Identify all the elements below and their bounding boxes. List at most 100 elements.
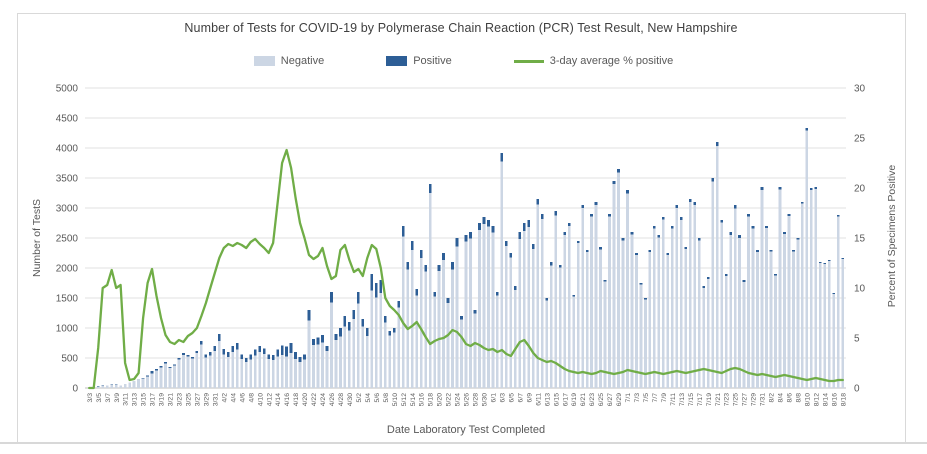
bar-negative: [244, 362, 248, 388]
bar-negative: [352, 319, 356, 388]
legend-label-negative: Negative: [280, 55, 325, 67]
x-tick: 5/26: [464, 393, 471, 406]
bar-positive: [150, 371, 154, 374]
bar-negative: [146, 376, 149, 388]
bar-negative: [608, 216, 611, 388]
x-tick: 8/12: [813, 393, 820, 406]
bar-positive: [805, 128, 809, 131]
bar-positive: [289, 343, 293, 353]
legend-label-positive: Positive: [413, 55, 452, 67]
bar-positive: [545, 298, 549, 301]
bar-positive: [240, 354, 244, 360]
bar-negative: [765, 228, 768, 388]
bar-negative: [522, 230, 526, 388]
bar-positive: [200, 341, 203, 345]
bar-positive: [599, 247, 602, 250]
x-tick: 7/25: [733, 393, 740, 406]
bar-negative: [630, 234, 634, 388]
x-tick: 3/31: [212, 393, 219, 406]
bar-negative: [540, 218, 544, 388]
bar-negative: [195, 353, 199, 388]
x-tick: 6/27: [607, 393, 614, 406]
x-tick: 3/23: [177, 393, 184, 406]
bar-negative: [756, 251, 759, 388]
bar-negative: [688, 202, 692, 388]
positive-swatch-icon: [386, 56, 408, 66]
bar-positive: [827, 260, 831, 262]
bar-positive: [406, 262, 410, 270]
bar-positive: [706, 277, 710, 279]
bar-positive: [648, 250, 652, 253]
bar-positive: [491, 226, 495, 233]
bar-positive: [558, 265, 562, 268]
bar-negative: [581, 207, 584, 388]
bar-positive: [841, 257, 845, 259]
bar-negative: [505, 245, 508, 388]
bar-positive: [567, 223, 571, 226]
x-tick: 3/5: [96, 393, 103, 403]
x-tick: 6/25: [598, 393, 605, 406]
bar-positive: [352, 310, 356, 320]
bar-positive: [670, 226, 674, 229]
x-tick: 5/14: [410, 393, 417, 406]
x-tick: 4/26: [329, 393, 336, 406]
bar-negative: [231, 351, 235, 388]
bar-positive: [684, 247, 688, 250]
bar-negative: [401, 236, 405, 388]
x-tick: 5/6: [374, 393, 381, 403]
x-tick: 7/3: [634, 393, 641, 403]
bar-negative: [289, 352, 293, 388]
bar-positive: [182, 353, 185, 355]
bar-negative: [222, 354, 226, 388]
bar-positive: [509, 253, 513, 258]
x-tick: 4/18: [293, 393, 300, 406]
x-tick: 8/4: [778, 393, 785, 403]
bar-positive: [617, 169, 620, 173]
bar-negative: [684, 249, 688, 388]
legend: Negative Positive 3-day average % positi…: [0, 55, 927, 67]
bar-negative: [491, 232, 495, 388]
bar-positive: [271, 355, 275, 360]
bar-negative: [706, 278, 710, 388]
bar-negative: [177, 359, 181, 388]
x-tick: 7/21: [715, 393, 722, 406]
bar-positive: [262, 348, 266, 354]
bar-positive: [464, 235, 468, 242]
y-left-tick: 4500: [56, 114, 79, 125]
bar-positive: [419, 250, 423, 259]
bar-positive: [603, 280, 607, 282]
y-right-tick: 20: [854, 184, 866, 195]
bar-positive: [518, 232, 522, 240]
bar-positive: [724, 274, 728, 276]
bar-positive: [644, 298, 647, 300]
bar-positive: [774, 274, 777, 276]
bar-positive: [540, 214, 544, 219]
bar-positive: [258, 346, 262, 353]
bar-negative: [469, 238, 472, 388]
bar-positive: [688, 199, 692, 202]
bar-positive: [348, 322, 351, 331]
bar-positive: [226, 352, 230, 358]
bar-positive: [267, 354, 271, 359]
x-tick: 3/19: [159, 393, 166, 406]
bar-negative: [558, 267, 562, 388]
bar-negative: [670, 228, 674, 388]
x-tick: 6/9: [526, 393, 533, 403]
bar-positive: [280, 345, 284, 355]
x-tick: 3/15: [141, 393, 148, 406]
bar-positive: [702, 286, 706, 288]
bar-negative: [751, 228, 755, 388]
bar-negative: [365, 335, 369, 388]
bar-negative: [635, 255, 638, 388]
x-tick: 3/21: [168, 393, 175, 406]
bar-negative: [801, 203, 804, 388]
bar-positive: [796, 238, 800, 240]
bar-negative: [733, 208, 737, 388]
bar-negative: [594, 204, 598, 388]
legend-item-negative: Negative: [253, 55, 325, 67]
bar-positive: [697, 238, 701, 241]
bar-negative: [267, 358, 271, 388]
bar-positive: [836, 215, 840, 217]
x-tick: 5/2: [356, 393, 363, 403]
bar-positive: [249, 354, 253, 360]
